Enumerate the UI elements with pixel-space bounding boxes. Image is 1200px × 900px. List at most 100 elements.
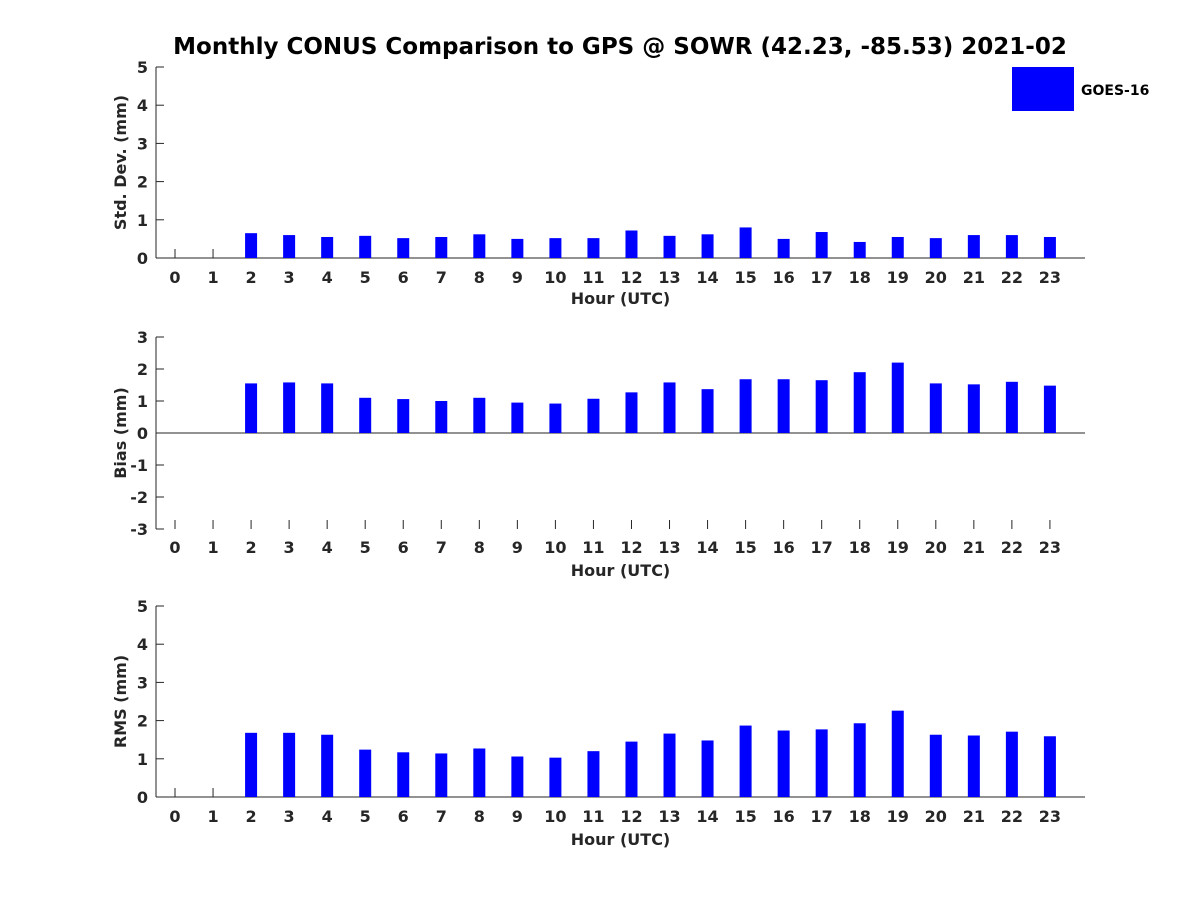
- bar-hour-14: [701, 234, 714, 258]
- x-tick-label: 20: [925, 268, 947, 287]
- bar-hour-18: [853, 372, 866, 433]
- bar-hour-5: [359, 397, 372, 433]
- bar-hour-4: [321, 236, 334, 258]
- x-tick-label: 16: [773, 807, 795, 826]
- x-tick-label: 18: [849, 268, 871, 287]
- x-tick-label: 10: [544, 538, 566, 557]
- y-tick-label: 2: [137, 360, 148, 379]
- bar-hour-17: [815, 380, 828, 433]
- bar-hour-7: [435, 401, 448, 433]
- bar-hour-10: [549, 757, 562, 797]
- x-tick-label: 14: [696, 268, 718, 287]
- bar-hour-8: [473, 397, 486, 433]
- bar-hour-2: [245, 732, 258, 797]
- x-tick-label: 19: [887, 538, 909, 557]
- bar-hour-6: [397, 399, 410, 433]
- bar-hour-2: [245, 233, 258, 258]
- x-tick-label: 4: [322, 807, 333, 826]
- bar-hour-4: [321, 734, 334, 797]
- x-tick-label: 18: [849, 538, 871, 557]
- x-tick-label: 2: [246, 538, 257, 557]
- bar-hour-19: [891, 710, 904, 797]
- bar-hour-3: [283, 732, 296, 797]
- x-tick-label: 1: [207, 807, 218, 826]
- bar-hour-19: [891, 236, 904, 258]
- x-axis-label: Hour (UTC): [571, 830, 671, 849]
- x-tick-label: 18: [849, 807, 871, 826]
- x-tick-label: 1: [207, 268, 218, 287]
- bar-hour-6: [397, 752, 410, 797]
- x-tick-label: 15: [734, 807, 756, 826]
- x-tick-label: 3: [284, 268, 295, 287]
- bar-hour-10: [549, 238, 562, 258]
- y-tick-label: 2: [137, 173, 148, 192]
- bar-hour-7: [435, 236, 448, 258]
- y-tick-label: 3: [137, 328, 148, 347]
- bar-hour-15: [739, 227, 752, 258]
- bar-hour-17: [815, 232, 828, 258]
- x-axis-label: Hour (UTC): [571, 561, 671, 580]
- y-tick-label: 3: [137, 673, 148, 692]
- bar-hour-23: [1043, 385, 1056, 433]
- bar-hour-10: [549, 403, 562, 433]
- x-tick-label: 14: [696, 538, 718, 557]
- x-tick-label: 16: [773, 268, 795, 287]
- bar-hour-18: [853, 241, 866, 258]
- bar-hour-22: [1005, 235, 1018, 258]
- bar-hour-9: [511, 756, 524, 797]
- x-tick-label: 2: [246, 807, 257, 826]
- x-tick-label: 22: [1001, 538, 1023, 557]
- y-tick-label: 1: [137, 392, 148, 411]
- y-tick-label: 0: [137, 424, 148, 443]
- chart-title: Monthly CONUS Comparison to GPS @ SOWR (…: [173, 34, 1067, 60]
- y-tick-label: 0: [137, 788, 148, 807]
- x-tick-label: 11: [582, 538, 604, 557]
- bar-hour-12: [625, 741, 638, 797]
- y-axis-label: RMS (mm): [111, 655, 130, 748]
- x-tick-label: 3: [284, 807, 295, 826]
- x-tick-label: 10: [544, 268, 566, 287]
- y-axis-label: Std. Dev. (mm): [111, 95, 130, 230]
- bar-hour-11: [587, 751, 600, 797]
- legend-label-goes16: GOES-16: [1081, 83, 1149, 99]
- y-tick-label: 1: [137, 750, 148, 769]
- bar-hour-13: [663, 235, 676, 258]
- x-tick-label: 9: [512, 538, 523, 557]
- bar-hour-20: [929, 238, 942, 258]
- x-tick-label: 7: [436, 807, 447, 826]
- x-tick-label: 17: [811, 807, 833, 826]
- x-tick-label: 4: [322, 538, 333, 557]
- x-axis-label: Hour (UTC): [571, 289, 671, 308]
- x-tick-label: 3: [284, 538, 295, 557]
- bar-hour-11: [587, 238, 600, 258]
- bar-hour-14: [701, 740, 714, 797]
- x-tick-label: 2: [246, 268, 257, 287]
- bar-hour-8: [473, 234, 486, 258]
- bar-hour-22: [1005, 731, 1018, 797]
- x-tick-label: 12: [620, 538, 642, 557]
- x-tick-label: 21: [963, 807, 985, 826]
- bar-hour-21: [967, 235, 980, 258]
- x-tick-label: 22: [1001, 807, 1023, 826]
- x-tick-label: 10: [544, 807, 566, 826]
- bar-hour-22: [1005, 381, 1018, 433]
- x-tick-label: 23: [1039, 268, 1061, 287]
- bar-hour-20: [929, 383, 942, 433]
- bar-hour-13: [663, 733, 676, 797]
- x-tick-label: 9: [512, 268, 523, 287]
- y-tick-label: 4: [137, 96, 148, 115]
- bar-hour-5: [359, 749, 372, 797]
- bar-hour-13: [663, 382, 676, 433]
- bar-hour-7: [435, 753, 448, 797]
- x-tick-label: 15: [734, 268, 756, 287]
- bar-hour-16: [777, 238, 790, 258]
- x-tick-label: 12: [620, 268, 642, 287]
- x-tick-label: 23: [1039, 538, 1061, 557]
- y-tick-label: 3: [137, 134, 148, 153]
- bar-hour-5: [359, 235, 372, 258]
- x-tick-label: 6: [398, 538, 409, 557]
